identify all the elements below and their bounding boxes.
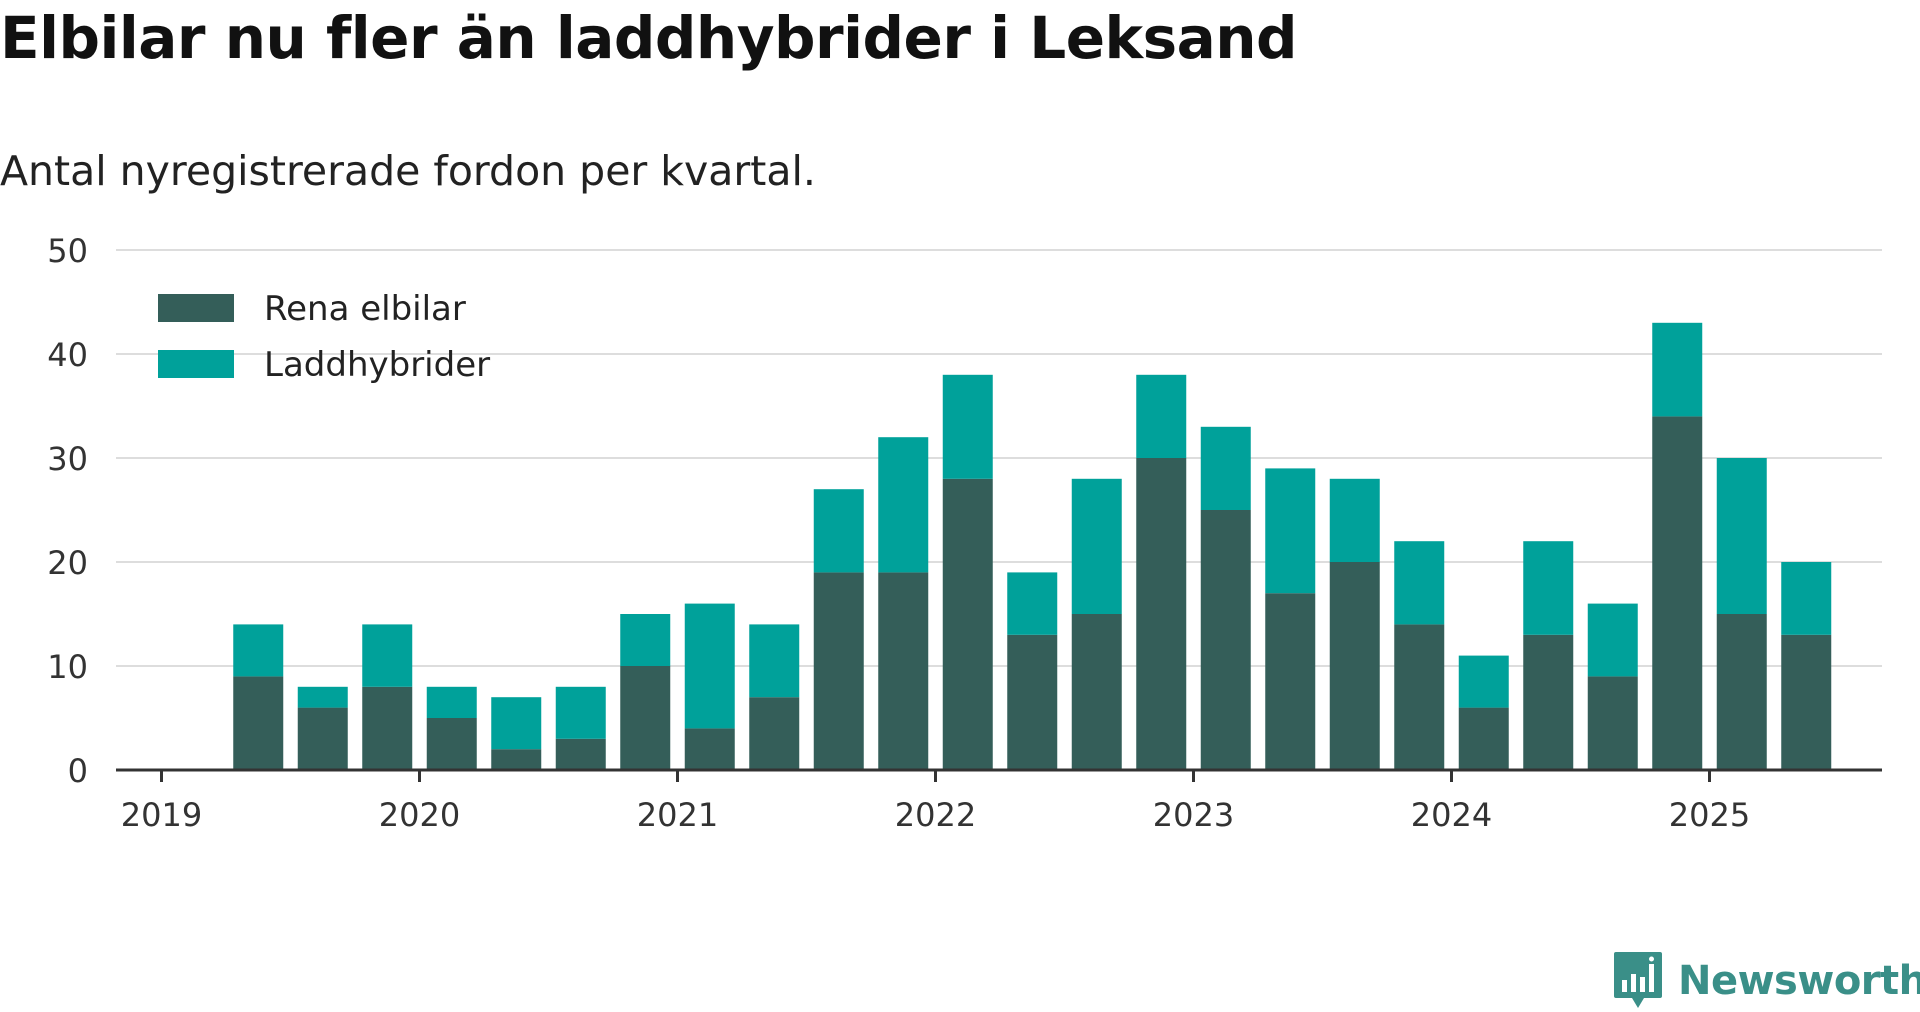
legend-swatch (158, 350, 234, 378)
bar-laddhybrider (362, 624, 413, 687)
bar-laddhybrider (1587, 603, 1638, 677)
bar-laddhybrider (555, 686, 606, 739)
bar-rena-elbilar (942, 478, 993, 770)
bar-laddhybrider (491, 697, 542, 750)
bar-laddhybrider (1781, 562, 1832, 635)
bar-rena-elbilar (1136, 458, 1187, 770)
bar-laddhybrider (749, 624, 800, 698)
bar-rena-elbilar (1265, 593, 1316, 770)
bar-rena-elbilar (1007, 634, 1058, 770)
bar-rena-elbilar (491, 749, 542, 770)
x-tick-label: 2021 (637, 796, 718, 834)
bar-laddhybrider (1071, 478, 1122, 614)
bar-laddhybrider (1394, 541, 1445, 625)
bar-rena-elbilar (813, 572, 864, 770)
bar-laddhybrider (620, 614, 671, 666)
bar-laddhybrider (878, 437, 929, 573)
bar-rena-elbilar (426, 718, 477, 770)
bar-laddhybrider (942, 374, 993, 479)
bar-rena-elbilar (1587, 676, 1638, 770)
bar-laddhybrider (1007, 572, 1058, 635)
newsworthy-logo: Newsworthy (1612, 950, 1920, 1012)
chart-subtitle: Antal nyregistrerade fordon per kvartal. (0, 147, 816, 195)
x-tick-label: 2023 (1153, 796, 1234, 834)
bar-laddhybrider (1136, 374, 1187, 458)
x-tick-label: 2019 (121, 796, 202, 834)
bar-laddhybrider (1458, 655, 1509, 708)
y-tick-label: 50 (47, 232, 88, 270)
bar-laddhybrider (1652, 322, 1703, 417)
x-tick-label: 2024 (1411, 796, 1492, 834)
y-tick-label: 30 (47, 440, 88, 478)
bar-rena-elbilar (684, 728, 735, 770)
bar-rena-elbilar (749, 697, 800, 770)
y-tick-label: 0 (68, 752, 88, 790)
bar-rena-elbilar (362, 686, 413, 770)
newsworthy-bar-chart-icon (1614, 952, 1662, 1008)
bar-rena-elbilar (555, 738, 606, 770)
legend-label: Laddhybrider (264, 345, 490, 385)
bar-rena-elbilar (620, 666, 671, 770)
bar-laddhybrider (684, 603, 735, 729)
legend-swatch (158, 294, 234, 322)
x-tick-label: 2025 (1669, 796, 1750, 834)
y-tick-label: 20 (47, 544, 88, 582)
bar-rena-elbilar (1458, 707, 1509, 770)
bar-rena-elbilar (1394, 624, 1445, 770)
bar-rena-elbilar (1652, 416, 1703, 770)
bar-rena-elbilar (878, 572, 929, 770)
y-tick-label: 40 (47, 336, 88, 374)
legend-label: Rena elbilar (264, 289, 466, 329)
bar-laddhybrider (233, 624, 284, 677)
bar-rena-elbilar (233, 676, 284, 770)
bar-laddhybrider (1523, 541, 1574, 635)
bar-laddhybrider (297, 686, 348, 708)
chart-title: Elbilar nu fler än laddhybrider i Leksan… (0, 4, 1298, 72)
bar-rena-elbilar (1329, 562, 1380, 770)
bar-rena-elbilar (1523, 634, 1574, 770)
bar-rena-elbilar (1071, 614, 1122, 770)
bar-laddhybrider (1265, 468, 1316, 594)
bar-laddhybrider (813, 489, 864, 573)
y-tick-label: 10 (47, 648, 88, 686)
bar-rena-elbilar (297, 707, 348, 770)
bar-laddhybrider (1716, 458, 1767, 614)
bar-rena-elbilar (1716, 614, 1767, 770)
x-tick-label: 2022 (895, 796, 976, 834)
bar-rena-elbilar (1781, 634, 1832, 770)
bar-laddhybrider (426, 686, 477, 718)
logo-text: Newsworthy (1678, 958, 1920, 1004)
bar-laddhybrider (1200, 426, 1251, 510)
x-tick-label: 2020 (379, 796, 460, 834)
bar-laddhybrider (1329, 478, 1380, 562)
bar-rena-elbilar (1200, 510, 1251, 770)
